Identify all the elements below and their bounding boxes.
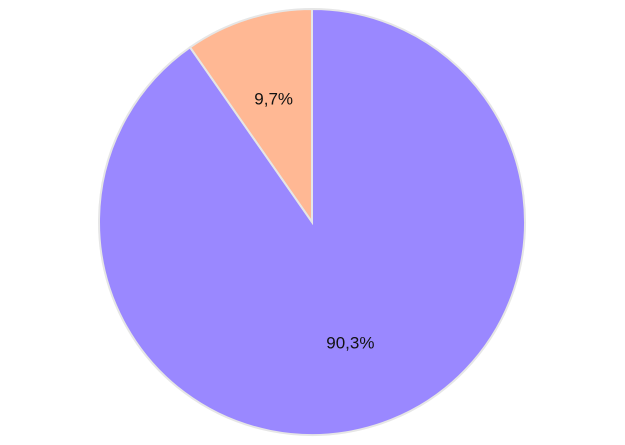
pie-slice [188, 7, 313, 226]
slice-label: 9,7% [254, 90, 293, 109]
pie-slice [98, 7, 526, 436]
slice-label: 90,3% [326, 333, 374, 352]
